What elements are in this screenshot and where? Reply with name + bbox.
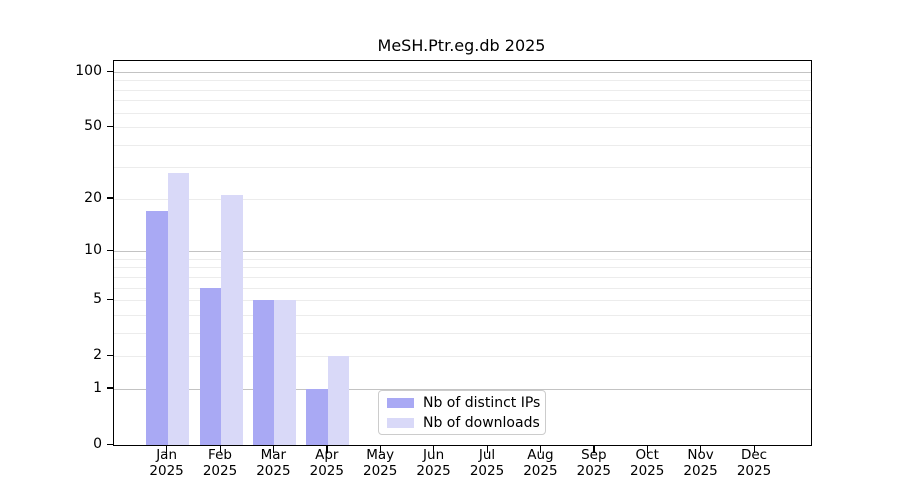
y-tick-mark xyxy=(107,298,114,301)
gridline-minor xyxy=(114,127,811,129)
gridline-minor xyxy=(114,258,811,260)
x-tick-mark xyxy=(646,445,649,453)
y-tick-mark xyxy=(107,125,114,128)
y-tick-label: 10 xyxy=(84,242,102,259)
legend-swatch-downloads xyxy=(387,417,414,428)
gridline-major xyxy=(114,388,811,390)
gridline-minor xyxy=(114,276,811,278)
bar-distinct-ips xyxy=(199,287,221,445)
gridline-minor xyxy=(114,80,811,82)
y-tick-label: 0 xyxy=(93,436,102,452)
x-tick-label: Apr 2025 xyxy=(309,447,344,479)
legend-label-downloads: Nb of downloads xyxy=(423,414,540,431)
gridline-minor xyxy=(114,112,811,114)
legend-item-downloads: Nb of downloads xyxy=(387,414,540,431)
gridline-minor xyxy=(114,198,811,200)
x-tick-mark xyxy=(272,445,275,453)
bar-distinct-ips xyxy=(306,388,328,445)
gridline-minor xyxy=(114,100,811,102)
gridline-minor xyxy=(114,300,811,302)
bar-distinct-ips xyxy=(146,211,168,445)
x-tick-mark xyxy=(539,445,542,453)
x-tick-mark xyxy=(433,445,435,453)
x-tick-label: Jun 2025 xyxy=(416,447,451,479)
gridline-minor xyxy=(114,267,811,269)
y-tick-mark xyxy=(107,443,114,445)
x-tick-label: Sep 2025 xyxy=(576,447,611,479)
legend-swatch-distinct-ips xyxy=(387,397,414,408)
x-tick-mark xyxy=(486,445,488,453)
x-tick-mark xyxy=(219,445,221,453)
legend-label-distinct-ips: Nb of distinct IPs xyxy=(423,394,541,411)
bar-downloads xyxy=(327,356,350,445)
x-tick-label: Jul 2025 xyxy=(469,447,505,479)
x-tick-mark xyxy=(753,445,755,453)
y-tick-label: 2 xyxy=(93,347,102,364)
x-tick-mark xyxy=(700,445,702,453)
bar-distinct-ips xyxy=(252,300,275,445)
y-tick-label: 20 xyxy=(84,189,102,206)
y-tick-mark xyxy=(107,354,114,357)
x-tick-label: Jan 2025 xyxy=(149,447,184,479)
gridline-major xyxy=(114,72,811,73)
x-tick-mark xyxy=(326,445,328,453)
plot-area xyxy=(113,60,812,446)
gridline-minor xyxy=(114,167,811,169)
x-tick-label: Mar 2025 xyxy=(256,447,291,479)
y-tick-mark xyxy=(107,249,114,252)
y-tick-label: 1 xyxy=(93,379,102,396)
bar-downloads xyxy=(221,195,243,445)
gridline-minor xyxy=(114,144,811,146)
y-tick-label: 5 xyxy=(93,291,102,308)
gridline-minor xyxy=(114,314,811,316)
x-tick-label: Oct 2025 xyxy=(630,447,665,479)
y-tick-mark xyxy=(107,70,114,72)
chart-title: MeSH.Ptr.eg.db 2025 xyxy=(377,36,546,55)
x-tick-mark xyxy=(593,445,595,453)
x-tick-label: Nov 2025 xyxy=(683,447,718,479)
legend-item-distinct-ips: Nb of distinct IPs xyxy=(387,394,541,411)
legend: Nb of distinct IPs Nb of downloads xyxy=(378,390,546,435)
y-tick-label: 50 xyxy=(84,118,102,135)
gridline-minor xyxy=(114,356,811,358)
y-tick-mark xyxy=(107,387,114,389)
gridline-major xyxy=(114,251,811,253)
x-tick-label: Aug 2025 xyxy=(523,447,558,479)
x-tick-label: Feb 2025 xyxy=(202,447,238,479)
x-tick-label: May 2025 xyxy=(363,447,398,479)
x-tick-mark xyxy=(379,445,382,453)
gridline-minor xyxy=(114,89,811,91)
y-tick-label: 100 xyxy=(75,63,102,79)
bar-downloads xyxy=(274,300,296,445)
y-tick-mark xyxy=(107,197,114,199)
x-tick-mark xyxy=(166,445,168,453)
x-tick-label: Dec 2025 xyxy=(736,447,772,479)
gridline-minor xyxy=(114,287,811,289)
bar-downloads xyxy=(167,172,190,445)
gridline-minor xyxy=(114,332,811,334)
